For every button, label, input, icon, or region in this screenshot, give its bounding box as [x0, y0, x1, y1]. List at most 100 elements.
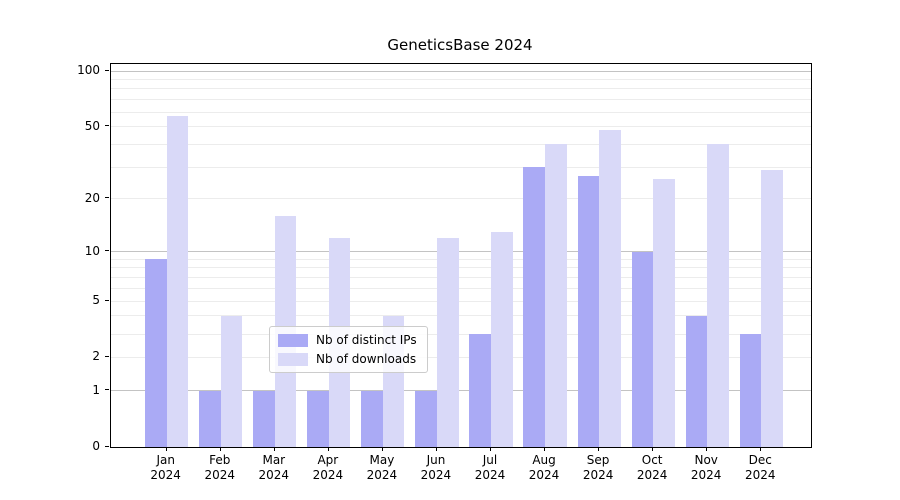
x-tick-year: 2024	[420, 468, 452, 482]
x-tick-label-jul: Jul 2024	[460, 453, 520, 483]
x-tick-year: 2024	[150, 468, 181, 482]
bar-distinct-ips-aug	[523, 167, 546, 447]
bar-downloads-nov	[707, 144, 729, 447]
bar-downloads-jan	[166, 116, 189, 447]
bar-distinct-ips-mar	[253, 390, 275, 447]
x-tick-year: 2024	[312, 468, 344, 482]
bar-distinct-ips-oct	[631, 251, 654, 447]
y-tick-label: 50	[84, 118, 100, 133]
x-tick-mark	[381, 447, 383, 451]
bar-downloads-sep	[599, 129, 621, 447]
minor-gridline	[111, 198, 811, 200]
bar-downloads-oct	[653, 178, 675, 447]
x-tick-month: Aug	[532, 453, 556, 467]
x-tick-label-feb: Feb 2024	[190, 453, 250, 483]
x-tick-label-apr: Apr 2024	[298, 453, 358, 483]
bar-distinct-ips-nov	[685, 315, 708, 447]
bar-distinct-ips-dec	[739, 334, 762, 447]
y-tick-label: 1	[92, 382, 100, 397]
minor-gridline	[111, 166, 811, 168]
x-tick-label-mar: Mar 2024	[244, 453, 304, 483]
bar-distinct-ips-apr	[307, 390, 329, 447]
x-tick-year: 2024	[474, 468, 506, 482]
bar-downloads-jul	[491, 232, 513, 447]
y-tick-mark	[105, 69, 109, 71]
y-tick-mark	[105, 355, 109, 357]
legend: Nb of distinct IPs Nb of downloads	[269, 326, 428, 373]
legend-item-downloads: Nb of downloads	[278, 352, 417, 366]
bar-downloads-aug	[545, 144, 567, 447]
x-tick-mark	[435, 447, 437, 451]
y-tick-label: 0	[92, 439, 100, 453]
minor-gridline	[111, 111, 811, 113]
x-tick-year: 2024	[366, 468, 398, 482]
x-tick-year: 2024	[744, 468, 776, 482]
x-tick-month: Nov	[694, 453, 718, 467]
x-tick-label-dec: Dec 2024	[730, 453, 790, 483]
x-tick-label-jan: Jan 2024	[136, 453, 196, 483]
plot-area	[110, 63, 812, 448]
x-tick-mark	[219, 447, 221, 451]
legend-label-downloads: Nb of downloads	[316, 352, 417, 366]
x-tick-mark	[760, 447, 762, 451]
x-tick-label-nov: Nov 2024	[676, 453, 736, 483]
x-tick-year: 2024	[690, 468, 722, 482]
y-tick-mark	[105, 125, 109, 127]
bar-distinct-ips-may	[361, 390, 383, 447]
x-tick-label-aug: Aug 2024	[514, 453, 574, 483]
minor-gridline	[111, 277, 811, 279]
bar-distinct-ips-jun	[415, 390, 437, 447]
x-tick-mark	[706, 447, 708, 451]
x-tick-mark	[652, 447, 654, 451]
bar-downloads-feb	[220, 315, 243, 447]
minor-gridline	[111, 333, 811, 335]
x-tick-mark	[598, 447, 600, 451]
y-tick-mark	[105, 389, 109, 391]
y-tick-mark	[105, 445, 109, 447]
x-tick-mark	[544, 447, 546, 451]
x-tick-year: 2024	[204, 468, 236, 482]
x-tick-month: Jul	[482, 453, 498, 467]
x-tick-mark	[327, 447, 329, 451]
minor-gridline	[111, 300, 811, 302]
minor-gridline	[111, 315, 811, 317]
x-tick-year: 2024	[582, 468, 614, 482]
x-tick-label-jun: Jun 2024	[406, 453, 466, 483]
minor-gridline	[111, 143, 811, 145]
minor-gridline	[111, 99, 811, 101]
y-tick-mark	[105, 299, 109, 301]
x-tick-year: 2024	[258, 468, 290, 482]
bar-downloads-jun	[436, 238, 459, 447]
x-tick-month: Oct	[641, 453, 663, 467]
x-tick-month: Feb	[209, 453, 231, 467]
x-tick-label-oct: Oct 2024	[622, 453, 682, 483]
x-tick-mark	[490, 447, 491, 451]
legend-item-distinct-ips: Nb of distinct IPs	[278, 333, 417, 347]
legend-swatch-distinct-ips	[278, 333, 308, 347]
y-tick-label: 100	[77, 63, 100, 77]
bar-distinct-ips-jul	[469, 334, 491, 447]
major-gridline	[111, 70, 811, 72]
minor-gridline	[111, 79, 811, 80]
x-tick-year: 2024	[636, 468, 668, 482]
minor-gridline	[111, 258, 811, 260]
y-tick-mark	[105, 250, 109, 252]
y-tick-label: 5	[92, 293, 100, 308]
y-tick-label: 10	[84, 243, 100, 258]
x-tick-label-sep: Sep 2024	[568, 453, 628, 483]
chart-title: GeneticsBase 2024	[387, 36, 533, 54]
x-tick-month: May	[369, 453, 395, 467]
x-tick-month: Apr	[317, 453, 339, 467]
x-tick-mark	[273, 447, 275, 451]
minor-gridline	[111, 267, 811, 269]
bar-distinct-ips-sep	[577, 175, 600, 447]
bar-downloads-dec	[761, 169, 783, 447]
bar-distinct-ips-jan	[145, 259, 167, 447]
minor-gridline	[111, 126, 811, 128]
legend-label-distinct-ips: Nb of distinct IPs	[316, 333, 417, 347]
major-gridline	[111, 390, 811, 392]
y-tick-label: 2	[92, 349, 100, 364]
x-tick-label-may: May 2024	[352, 453, 412, 483]
x-tick-month: Dec	[748, 453, 772, 467]
